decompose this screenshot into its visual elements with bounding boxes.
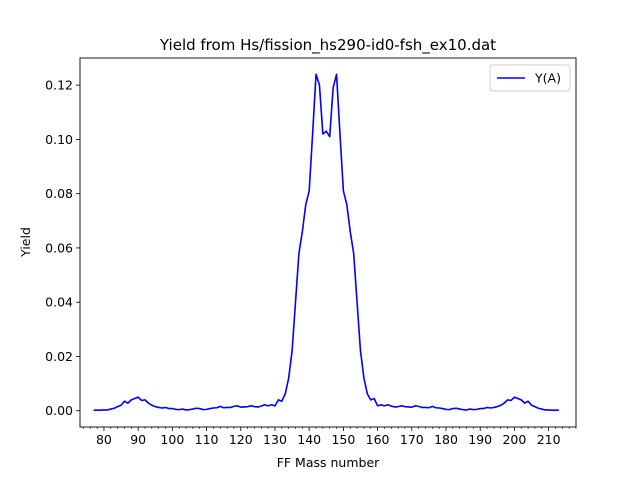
- x-tick-label: 100: [160, 432, 184, 447]
- axes-frame: [79, 57, 577, 428]
- y-tick-label: 0.00: [45, 403, 73, 418]
- x-tick-label: 90: [130, 432, 146, 447]
- x-tick-label: 110: [195, 432, 219, 447]
- x-tick-label: 130: [263, 432, 287, 447]
- x-tick-label: 160: [366, 432, 390, 447]
- x-tick-label: 170: [400, 432, 424, 447]
- x-tick-label: 80: [96, 432, 112, 447]
- y-tick-label: 0.10: [45, 132, 73, 147]
- y-tick-label: 0.06: [45, 240, 73, 255]
- legend-box: [489, 64, 571, 92]
- x-tick-label: 200: [502, 432, 526, 447]
- x-axis-ticks: 80 90 100 110 120 130 140 150 160 170 180 190 200 210: [83, 427, 577, 447]
- y-tick-label: 0.12: [45, 78, 73, 93]
- y-axis-ticks: 0.00 0.02 0.04 0.06 0.08 0.10 0.12: [45, 78, 80, 418]
- legend-label: Y(A): [534, 71, 561, 86]
- x-tick-label: 190: [468, 432, 492, 447]
- series-line-yield: [93, 73, 559, 411]
- y-tick-label: 0.08: [45, 186, 73, 201]
- y-axis-label: Yield: [18, 227, 33, 258]
- x-tick-label: 120: [229, 432, 253, 447]
- x-tick-label: 180: [434, 432, 458, 447]
- legend: Y(A): [489, 64, 571, 92]
- x-tick-label: 150: [331, 432, 355, 447]
- x-axis-label: FF Mass number: [277, 455, 380, 470]
- chart-title: Yield from Hs/fission_hs290-id0-fsh_ex10…: [159, 36, 496, 55]
- y-tick-label: 0.02: [45, 349, 73, 364]
- plot-area: [93, 73, 559, 411]
- y-tick-label: 0.04: [45, 295, 73, 310]
- x-tick-label: 140: [297, 432, 321, 447]
- x-tick-label: 210: [537, 432, 561, 447]
